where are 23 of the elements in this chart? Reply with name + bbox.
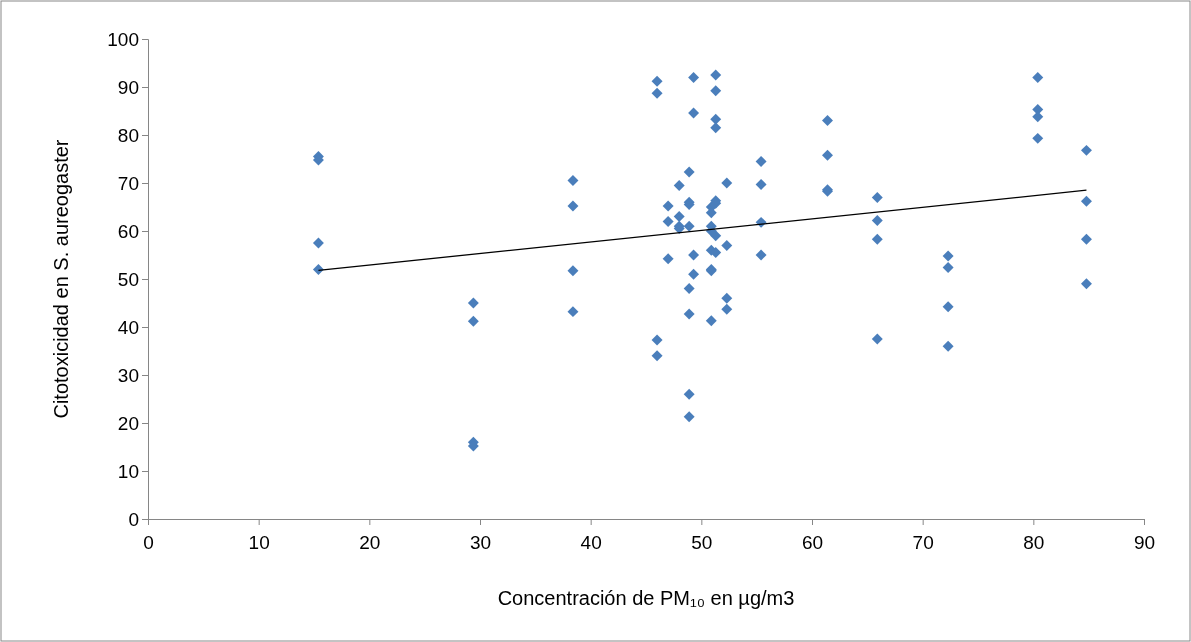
y-tick-label: 40 [117,316,139,338]
x-tick-label: 70 [912,531,934,553]
y-tick-label: 0 [128,508,139,530]
y-tick-label: 100 [107,28,139,50]
x-tick-label: 10 [248,531,270,553]
x-tick-label: 90 [1133,531,1156,553]
y-tick-label: 70 [117,172,139,194]
y-tick-label: 20 [117,412,139,434]
x-tick-label: 50 [691,531,713,553]
y-tick-label: 90 [117,76,139,98]
x-tick-label: 20 [359,531,381,553]
y-tick-label: 50 [117,268,139,290]
y-tick-label: 30 [117,364,139,386]
y-axis-title: Citotoxicidad en S. aureogaster [50,139,72,419]
x-axis-title: Concentración de PM₁₀ en µg/m3 [497,587,795,609]
y-tick-label: 80 [117,124,139,146]
x-tick-label: 40 [580,531,602,553]
x-tick-label: 80 [1023,531,1045,553]
y-tick-label: 10 [117,460,139,482]
y-tick-label: 60 [117,220,139,242]
x-tick-label: 0 [143,531,154,553]
x-tick-label: 30 [469,531,492,553]
x-tick-label: 60 [801,531,824,553]
